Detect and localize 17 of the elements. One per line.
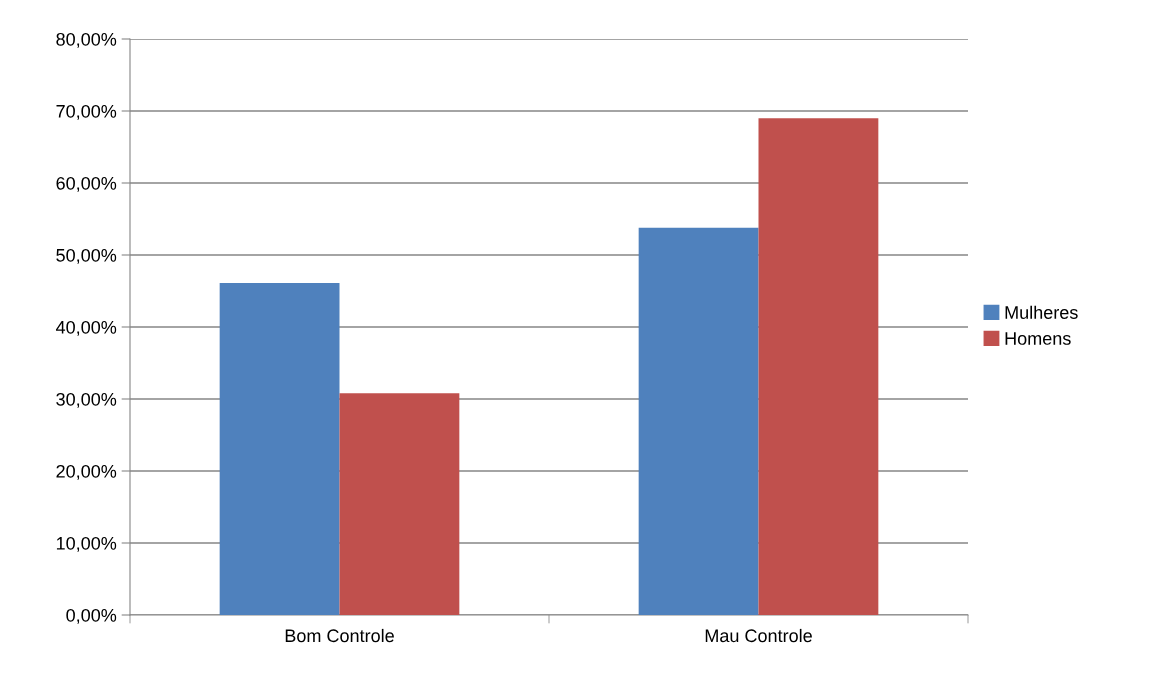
bar [638,227,759,615]
y-tick-label: 40,00% [55,320,117,336]
legend-label: Mulheres [1005,305,1078,319]
y-tick-label: 10,00% [56,536,117,552]
y-tick-label: 30,00% [56,392,117,408]
legend-label: Homens [1005,332,1071,345]
x-tick-label: Bom Controle [285,628,394,643]
x-tick-label: Mau Controle [705,628,812,643]
y-tick-label: 50,00% [56,248,117,264]
y-tick-label: 60,00% [56,176,117,192]
y-tick-label: 20,00% [56,464,117,480]
y-tick-label: 70,00% [56,104,117,120]
bar [219,283,340,615]
y-tick-label: 80,00% [56,32,117,48]
y-tick-label: 0,00% [66,608,117,624]
bar [339,393,460,615]
bar [758,118,879,615]
